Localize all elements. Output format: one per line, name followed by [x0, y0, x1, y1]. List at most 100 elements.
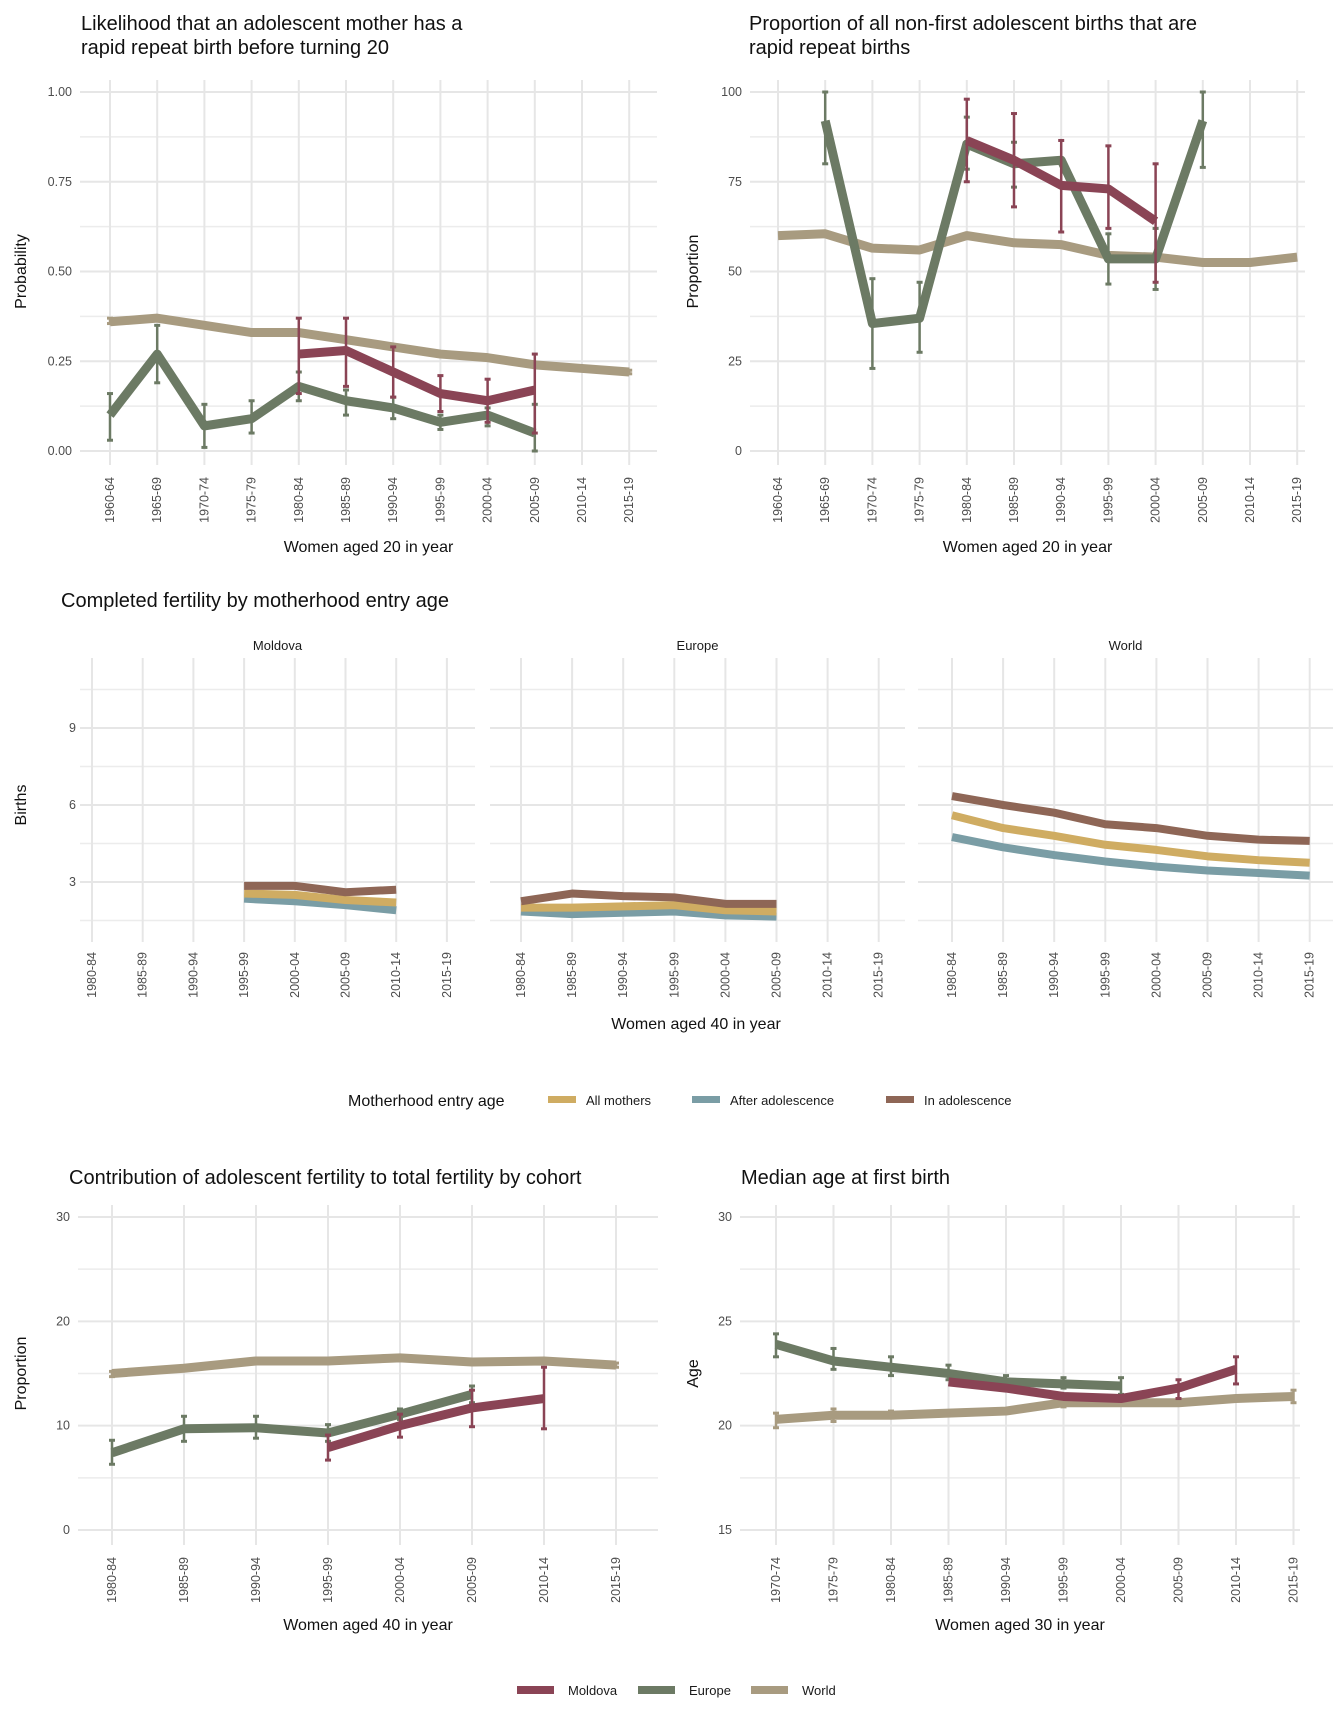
x-axis-title: Women aged 20 in year — [943, 539, 1113, 556]
x-tick-label: 1965-69 — [150, 477, 164, 523]
y-tick-label: 25 — [718, 1314, 732, 1328]
x-tick-label: 2010-14 — [1252, 952, 1266, 998]
chart-title-line: Likelihood that an adolescent mother has… — [81, 13, 463, 35]
y-tick-label: 20 — [718, 1419, 732, 1433]
x-tick-label: 1990-94 — [186, 952, 200, 998]
legend-title: Motherhood entry age — [348, 1093, 505, 1110]
x-tick-label: 1985-89 — [1007, 477, 1021, 523]
chart-title: Contribution of adolescent fertility to … — [69, 1167, 582, 1189]
x-tick-label: 1980-84 — [105, 1557, 119, 1603]
y-tick-label: 0 — [63, 1523, 70, 1537]
x-tick-label: 1985-89 — [339, 477, 353, 523]
legend-label: Moldova — [568, 1683, 618, 1698]
y-axis-title: Births — [13, 785, 30, 826]
x-tick-label: 1995-99 — [1098, 952, 1112, 998]
x-tick-label: 2015-19 — [440, 952, 454, 998]
x-tick-label: 2010-14 — [1229, 1557, 1243, 1603]
x-tick-label: 1960-64 — [771, 477, 785, 523]
legend-key-after-adolescence — [692, 1096, 720, 1103]
y-axis-title: Proportion — [685, 235, 702, 309]
series-world — [109, 1353, 619, 1379]
x-tick-label: 1990-94 — [386, 477, 400, 523]
series-line-all-mothers — [243, 889, 397, 907]
x-tick-label: 1980-84 — [514, 952, 528, 998]
x-tick-label: 1985-89 — [996, 952, 1010, 998]
legend-label: All mothers — [586, 1093, 652, 1108]
series-line-all-mothers — [951, 811, 1310, 867]
x-tick-label: 1980-84 — [85, 952, 99, 998]
y-tick-label: 100 — [721, 85, 742, 99]
x-tick-label: 1985-89 — [177, 1557, 191, 1603]
series-line-world — [111, 1353, 617, 1378]
series-line-moldova — [326, 1394, 545, 1452]
legend-key-world — [751, 1686, 788, 1694]
x-tick-label: 1990-94 — [616, 952, 630, 998]
legend-label: In adolescence — [924, 1093, 1011, 1108]
series-moldova — [325, 1365, 547, 1462]
x-tick-label: 1990-94 — [249, 1557, 263, 1603]
x-tick-label: 1980-84 — [884, 1557, 898, 1603]
x-tick-label: 2010-14 — [1243, 477, 1257, 523]
series-line-after-adolescence — [520, 907, 777, 921]
y-tick-label: 3 — [69, 875, 76, 889]
series-line-moldova — [948, 1365, 1238, 1404]
legend-key-moldova — [517, 1686, 554, 1694]
x-tick-label: 2000-04 — [481, 477, 495, 523]
series-line-all-mothers — [521, 901, 777, 916]
y-tick-label: 6 — [69, 798, 76, 812]
chart-title-line: Median age at first birth — [741, 1167, 950, 1189]
x-tick-label: 1985-89 — [942, 1557, 956, 1603]
x-tick-label: 2000-04 — [288, 952, 302, 998]
x-tick-label: 2015-19 — [622, 477, 636, 523]
series-moldova — [948, 1355, 1239, 1404]
chart-title-line: rapid repeat birth before turning 20 — [81, 37, 389, 59]
x-tick-label: 1985-89 — [136, 952, 150, 998]
series-line-in-adolescence — [244, 881, 397, 897]
x-tick-label: 2010-14 — [389, 952, 403, 998]
facet-moldova: Moldova 1980-84 1985-89 1990-94 1995-99 2000-… — [80, 638, 475, 998]
x-tick-label: 2015-19 — [872, 952, 886, 998]
y-tick-label: 1.00 — [48, 85, 72, 99]
chart-title: Completed fertility by motherhood entry … — [61, 590, 449, 612]
legend-region: Moldova Europe World — [517, 1683, 836, 1698]
y-tick-label: 0.25 — [48, 354, 72, 368]
x-tick-label: 1975-79 — [827, 1557, 841, 1603]
y-tick-label: 9 — [69, 721, 76, 735]
series-line-europe — [110, 1390, 474, 1458]
x-tick-label: 2005-09 — [1172, 1557, 1186, 1603]
x-tick-label: 2010-14 — [575, 477, 589, 523]
x-tick-label: 1995-99 — [1057, 1557, 1071, 1603]
chart-title-line: Contribution of adolescent fertility to … — [69, 1167, 582, 1189]
x-tick-label: 1975-79 — [245, 477, 259, 523]
chart-rapid-repeat-proportion: 0 25 50 75 100 1960-64 1965-69 1970-74 1975-79 19… — [685, 13, 1305, 556]
chart-title: Median age at first birth — [741, 1167, 950, 1189]
series-line-moldova — [298, 345, 536, 406]
chart-median-age-first-birth: 15 20 25 30 1970-74 1975-79 1980-84 1985-89 1990… — [685, 1167, 1301, 1634]
y-tick-label: 30 — [56, 1210, 70, 1224]
legend-motherhood-entry-age: Motherhood entry age All mothers After ado… — [348, 1093, 1011, 1110]
chart-title-line: Proportion of all non-first adolescent b… — [749, 13, 1197, 35]
facet-world: World 1980-84 1985-89 1990-94 1995-99 2000-04… — [918, 638, 1333, 998]
x-tick-label: 1980-84 — [945, 952, 959, 998]
facet-strip-label: Moldova — [253, 638, 303, 653]
chart-adolescent-contribution: 0 10 20 30 1980-84 1985-89 1990-94 1995-99 2000-… — [13, 1167, 658, 1634]
x-tick-label: 2000-04 — [393, 1557, 407, 1603]
x-tick-label: 2005-09 — [1201, 952, 1215, 998]
legend-label: After adolescence — [730, 1093, 834, 1108]
series-line-after-adolescence — [951, 833, 1310, 880]
chart-completed-fertility: Completed fertility by motherhood entry … — [13, 590, 1333, 1033]
series-line-world — [777, 229, 1298, 268]
x-axis-title: Women aged 40 in year — [283, 1617, 453, 1634]
series-europe — [106, 323, 538, 453]
series-line-world — [775, 1391, 1294, 1424]
x-tick-label: 2000-04 — [1149, 477, 1163, 523]
x-tick-label: 2000-04 — [1114, 1557, 1128, 1603]
series-line-after-adolescence — [243, 894, 397, 915]
y-tick-label: 0.75 — [48, 175, 72, 189]
y-tick-label: 30 — [718, 1210, 732, 1224]
x-tick-label: 2005-09 — [1196, 477, 1210, 523]
y-tick-label: 75 — [728, 175, 742, 189]
legend-key-europe — [638, 1686, 675, 1694]
x-tick-label: 1995-99 — [321, 1557, 335, 1603]
